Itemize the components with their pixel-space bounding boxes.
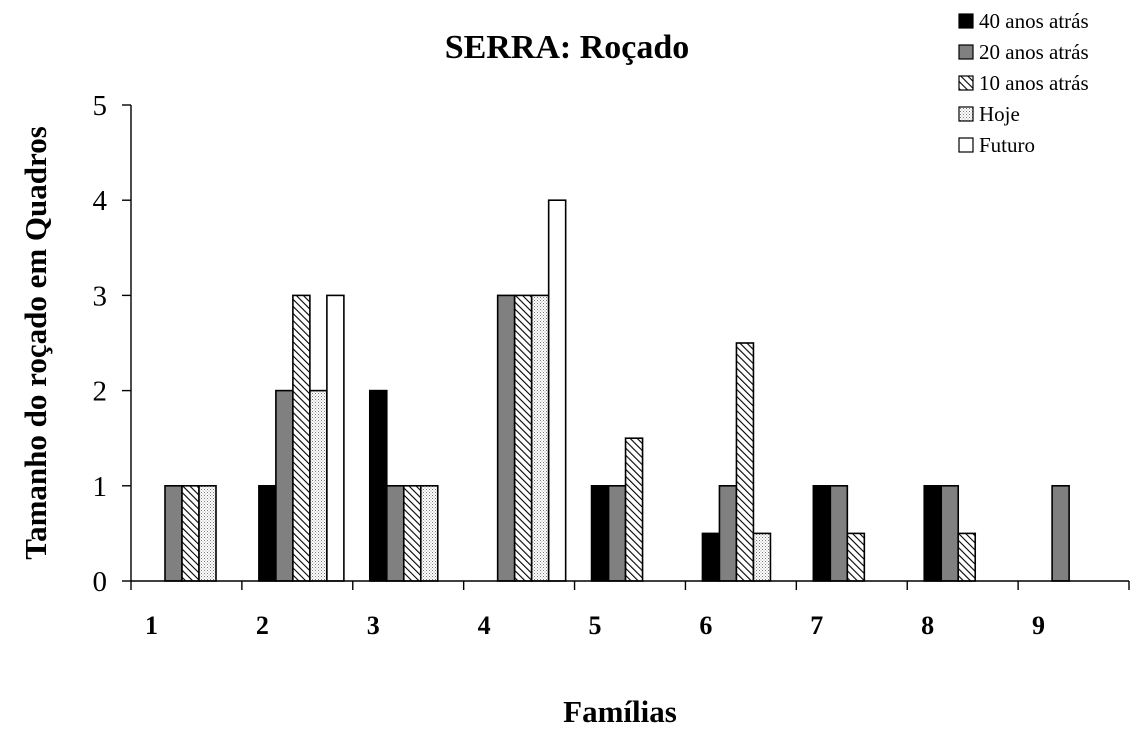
legend-label-3: 10 anos atrás bbox=[979, 71, 1089, 95]
bar-series-1-family-3 bbox=[368, 389, 388, 582]
bar-series-3-family-1 bbox=[181, 484, 200, 582]
legend-label-1: 40 anos atrás bbox=[979, 9, 1089, 33]
x-tick-label: 9 bbox=[1032, 611, 1045, 640]
bar-series-2-family-2 bbox=[275, 389, 294, 582]
bar-series-5-family-4 bbox=[547, 199, 567, 582]
bar-series-2-family-7 bbox=[829, 484, 849, 582]
bar-series-2-family-8 bbox=[940, 484, 960, 582]
legend-swatch-3 bbox=[958, 75, 974, 91]
bar-series-3-family-8 bbox=[957, 532, 977, 582]
x-tick-label: 8 bbox=[921, 611, 934, 640]
bar-series-1-family-6 bbox=[701, 532, 721, 582]
bar-series-2-family-5 bbox=[607, 484, 627, 582]
bar-series-5-family-2 bbox=[326, 294, 345, 582]
bars-group bbox=[164, 199, 1070, 582]
x-tick-label: 4 bbox=[478, 611, 491, 640]
legend-label-4: Hoje bbox=[979, 102, 1020, 126]
bar-series-1-family-5 bbox=[590, 484, 610, 582]
bar-series-2-family-6 bbox=[718, 484, 738, 582]
legend-swatch-4 bbox=[958, 106, 974, 122]
y-tick-label: 5 bbox=[93, 90, 108, 122]
y-tick-label: 1 bbox=[93, 471, 108, 503]
legend-label-2: 20 anos atrás bbox=[979, 40, 1089, 64]
x-tick-label: 6 bbox=[699, 611, 712, 640]
bar-series-3-family-5 bbox=[624, 437, 644, 582]
bar-series-2-family-3 bbox=[385, 484, 405, 582]
bar-series-4-family-1 bbox=[198, 484, 217, 582]
legend-swatch-2 bbox=[958, 44, 974, 60]
y-tick-label: 4 bbox=[93, 185, 108, 217]
bar-series-2-family-4 bbox=[496, 294, 516, 582]
x-tick-label: 3 bbox=[367, 611, 380, 640]
legend-label-5: Futuro bbox=[979, 133, 1035, 157]
bar-series-3-family-7 bbox=[846, 532, 866, 582]
bar-series-1-family-8 bbox=[923, 484, 943, 582]
legend-swatch-5 bbox=[958, 137, 974, 153]
axes-group: 0 1 2 3 4 5 1 2 3 4 5 6 7 8 9 bbox=[93, 90, 1130, 640]
bar-series-1-family-2 bbox=[258, 484, 277, 582]
legend-swatch-1 bbox=[958, 13, 974, 29]
bar-series-3-family-3 bbox=[402, 484, 422, 582]
y-axis-label: Tamanho do roçado em Quadros bbox=[18, 126, 53, 560]
bar-series-3-family-4 bbox=[513, 294, 533, 582]
y-tick-label: 2 bbox=[93, 376, 108, 408]
bar-series-2-family-1 bbox=[164, 484, 183, 582]
x-tick-label: 5 bbox=[589, 611, 602, 640]
bar-series-3-family-2 bbox=[292, 294, 311, 582]
bar-series-2-family-9 bbox=[1051, 484, 1070, 582]
bar-series-4-family-4 bbox=[530, 294, 550, 582]
bar-series-4-family-2 bbox=[309, 389, 328, 582]
bar-series-3-family-6 bbox=[735, 342, 755, 582]
y-tick-label: 3 bbox=[93, 280, 108, 312]
bar-series-4-family-6 bbox=[752, 532, 772, 582]
x-tick-label: 1 bbox=[145, 611, 158, 640]
bar-series-1-family-7 bbox=[812, 484, 832, 582]
chart-title: SERRA: Roçado bbox=[445, 29, 690, 66]
x-tick-label: 2 bbox=[256, 611, 269, 640]
bar-series-4-family-3 bbox=[419, 484, 439, 582]
x-tick-label: 7 bbox=[810, 611, 823, 640]
y-tick-label: 0 bbox=[93, 566, 108, 598]
x-axis-label: Famílias bbox=[563, 694, 677, 729]
legend: 40 anos atrás 20 anos atrás 10 anos atrás H… bbox=[958, 9, 1089, 157]
